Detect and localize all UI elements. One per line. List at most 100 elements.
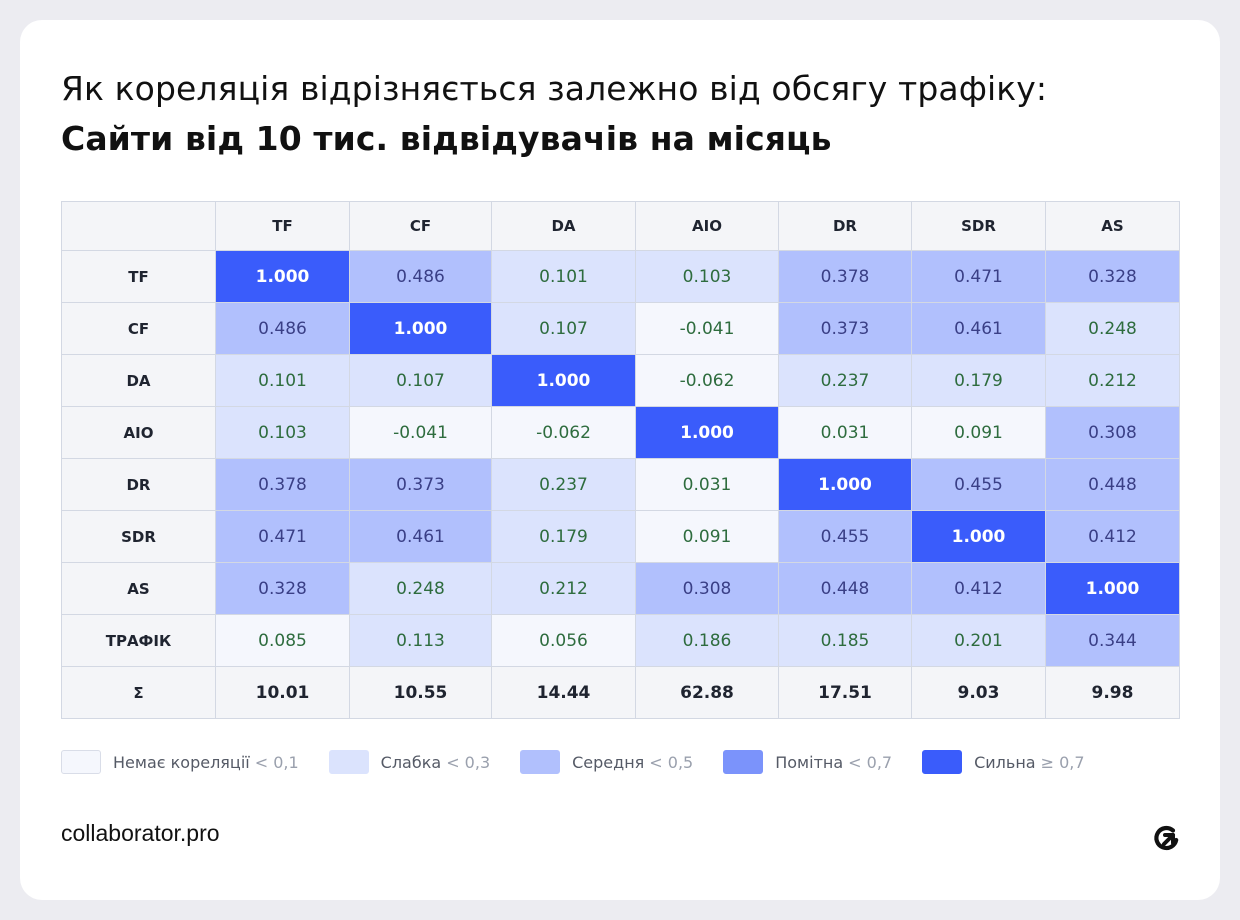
heatmap-cell: 0.031: [778, 406, 912, 459]
column-header-sdr: SDR: [911, 201, 1046, 251]
heatmap-cell: 0.212: [491, 562, 636, 615]
heatmap-cell: 0.237: [778, 354, 912, 407]
heatmap-cell: 0.486: [215, 302, 350, 355]
title-line-1: Як кореляція відрізняється залежно від о…: [61, 69, 1048, 108]
heatmap-cell: 1.000: [911, 510, 1046, 563]
legend-threshold: < 0,5: [649, 752, 694, 772]
heatmap-row: DA 0.101 0.107 1.000 -0.062 0.237 0.179 0.212: [61, 354, 1180, 407]
row-header: ТРАФІК: [61, 614, 216, 667]
brand-name: collaborator.pro: [61, 820, 220, 846]
heatmap-cell: -0.062: [491, 406, 636, 459]
heatmap-cell: 0.412: [911, 562, 1046, 615]
column-header-cf: CF: [349, 201, 492, 251]
legend-label-text: Слабка: [380, 752, 442, 772]
legend-swatch: [328, 750, 369, 774]
heatmap-cell: 1.000: [349, 302, 492, 355]
heatmap-row: SDR 0.471 0.461 0.179 0.091 0.455 1.000 0.412: [61, 510, 1180, 563]
legend-label-text: Середня: [572, 752, 645, 772]
heatmap-cell: 0.308: [635, 562, 779, 615]
row-header: AS: [61, 562, 216, 615]
row-header: DR: [61, 458, 216, 511]
legend-swatch: [723, 750, 764, 774]
heatmap-cell: 0.308: [1045, 406, 1180, 459]
heatmap-cell: 1.000: [491, 354, 636, 407]
legend-threshold: < 0,3: [446, 752, 491, 772]
sum-cell: 17.51: [778, 666, 912, 719]
legend-label: Немає кореляції < 0,1: [113, 753, 299, 772]
heatmap-cell: 0.448: [778, 562, 912, 615]
heatmap-cell: 0.031: [635, 458, 779, 511]
sum-cell: 9.98: [1045, 666, 1180, 719]
heatmap-cell: 0.113: [349, 614, 492, 667]
heatmap-cell: 0.103: [215, 406, 350, 459]
heatmap-cell: 0.461: [911, 302, 1046, 355]
row-header: CF: [61, 302, 216, 355]
legend-swatch: [61, 750, 101, 774]
row-header: TF: [61, 250, 216, 303]
heatmap-row: AS 0.328 0.248 0.212 0.308 0.448 0.412 1.000: [61, 562, 1180, 615]
column-header-tf: TF: [215, 201, 350, 251]
legend-swatch: [922, 750, 963, 774]
heatmap-cell: 0.237: [491, 458, 636, 511]
heatmap-cell: 1.000: [215, 250, 350, 303]
heatmap-cell: 0.107: [349, 354, 492, 407]
legend-threshold: < 0,1: [254, 752, 299, 772]
heatmap-cell: 0.201: [911, 614, 1046, 667]
heatmap-cell: 1.000: [1045, 562, 1180, 615]
sum-cell: 14.44: [491, 666, 636, 719]
heatmap-cell: 0.455: [778, 510, 912, 563]
heatmap-cell: 0.448: [1045, 458, 1180, 511]
column-header-da: DA: [491, 201, 636, 251]
legend-item: Середня < 0,5: [520, 750, 693, 774]
heatmap-cell: -0.041: [349, 406, 492, 459]
heatmap-cell: 0.248: [1045, 302, 1180, 355]
title-line-2: Сайти від 10 тис. відвідувачів на місяць: [61, 119, 832, 158]
heatmap-cell: 0.085: [215, 614, 350, 667]
legend: Немає кореляції < 0,1 Слабка < 0,3 Середня < …: [61, 749, 1115, 775]
legend-label-text: Сильна: [974, 752, 1036, 772]
legend-label: Сильна ≥ 0,7: [974, 753, 1084, 772]
report-card: Як кореляція відрізняється залежно від о…: [20, 20, 1220, 900]
legend-threshold: < 0,7: [848, 752, 893, 772]
column-header-row: TF CF DA AIO DR SDR AS: [61, 201, 1180, 251]
legend-threshold: ≥ 0,7: [1040, 752, 1085, 772]
heatmap-row: DR 0.378 0.373 0.237 0.031 1.000 0.455 0.448: [61, 458, 1180, 511]
legend-item: Сильна ≥ 0,7: [922, 750, 1085, 774]
heatmap-row: TF 1.000 0.486 0.101 0.103 0.378 0.471 0.328: [61, 250, 1180, 303]
heatmap-cell: 0.378: [778, 250, 912, 303]
heatmap-cell: 0.179: [491, 510, 636, 563]
heatmap-cell: 0.091: [911, 406, 1046, 459]
heatmap-row: AIO 0.103 -0.041 -0.062 1.000 0.031 0.091 0.308: [61, 406, 1180, 459]
column-header-as: AS: [1045, 201, 1180, 251]
heatmap-cell: 0.461: [349, 510, 492, 563]
heatmap-cell: 0.186: [635, 614, 779, 667]
heatmap-cell: 0.344: [1045, 614, 1180, 667]
legend-item: Слабка < 0,3: [328, 750, 490, 774]
heatmap-cell: 1.000: [778, 458, 912, 511]
collaborator-logo-icon: [1154, 825, 1179, 851]
heatmap-cell: 0.056: [491, 614, 636, 667]
heatmap-cell: 0.328: [215, 562, 350, 615]
heatmap-row: ТРАФІК 0.085 0.113 0.056 0.186 0.185 0.201 0.34…: [61, 614, 1180, 667]
heatmap-cell: 0.107: [491, 302, 636, 355]
sum-row: Σ 10.01 10.55 14.44 62.88 17.51 9.03 9.98: [61, 666, 1180, 719]
heatmap-cell: 0.471: [911, 250, 1046, 303]
chart-title: Як кореляція відрізняється залежно від о…: [61, 64, 1191, 164]
heatmap-cell: 0.373: [778, 302, 912, 355]
sum-row-label: Σ: [61, 666, 216, 719]
sum-cell: 10.01: [215, 666, 350, 719]
row-header: SDR: [61, 510, 216, 563]
heatmap-cell: 0.471: [215, 510, 350, 563]
heatmap-cell: 0.373: [349, 458, 492, 511]
corner-cell: [61, 201, 216, 251]
legend-label-text: Немає кореляції: [113, 752, 250, 772]
legend-label: Помітна < 0,7: [775, 753, 892, 772]
heatmap-row: CF 0.486 1.000 0.107 -0.041 0.373 0.461 0.248: [61, 302, 1180, 355]
heatmap-cell: 0.455: [911, 458, 1046, 511]
heatmap-cell: 0.185: [778, 614, 912, 667]
row-header: DA: [61, 354, 216, 407]
legend-label: Слабка < 0,3: [381, 753, 490, 772]
heatmap-cell: 0.328: [1045, 250, 1180, 303]
column-header-aio: AIO: [635, 201, 779, 251]
row-header: AIO: [61, 406, 216, 459]
